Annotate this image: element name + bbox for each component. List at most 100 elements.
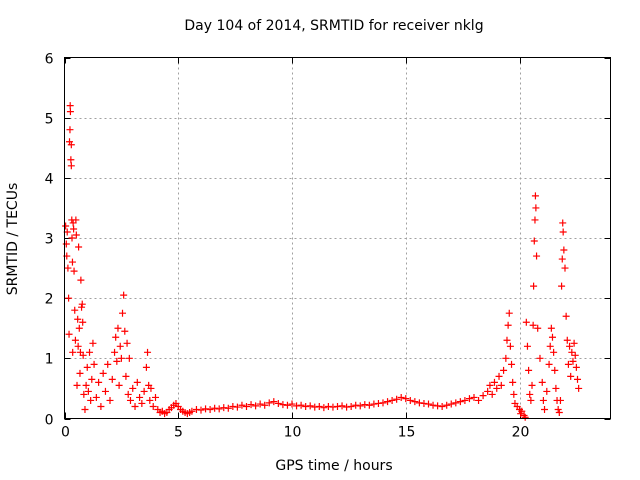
data-point [311,403,319,411]
data-point [106,396,114,404]
data-point [119,309,127,317]
data-point [406,396,414,404]
data-point [347,402,355,410]
data-point [554,405,562,413]
data-point [574,375,582,383]
data-point [78,300,86,308]
data-point [136,393,144,401]
data-point [88,375,96,383]
data-point [97,402,105,410]
data-point [83,363,91,371]
data-point [62,222,70,230]
data-point [252,402,260,410]
data-point [379,399,387,407]
data-point [550,348,558,356]
data-point [64,264,72,272]
data-point [500,366,508,374]
data-point [84,387,92,395]
data-point [523,342,531,350]
data-point [120,291,128,299]
x-tick-label: 0 [61,425,70,441]
data-point [279,401,287,409]
data-point [447,400,455,408]
data-point [484,387,492,395]
data-point [247,401,255,409]
data-point [545,360,553,368]
data-point [343,403,351,411]
data-point [75,243,83,251]
y-tick-label: 0 [45,413,54,429]
data-point [256,400,264,408]
data-point [72,216,80,224]
data-point [95,378,103,386]
data-point [548,333,556,341]
data-point [67,156,75,164]
data-point [397,393,405,401]
data-point [147,384,155,392]
data-point [113,357,121,365]
data-point [572,363,580,371]
data-point [560,246,568,254]
y-axis-label: SRMTID / TECUs [5,183,21,296]
data-point [229,402,237,410]
data-point [575,384,583,392]
data-point [352,401,360,409]
data-point [243,402,250,410]
data-point [108,375,116,383]
data-point [334,402,341,410]
data-point [70,267,78,275]
y-tick-label: 2 [45,292,54,308]
data-point [559,219,567,227]
data-point [77,276,85,284]
data-point [90,360,98,368]
data-point [274,399,282,407]
data-point [112,333,120,341]
data-point [536,354,544,362]
data-point [541,405,549,413]
data-point [224,404,232,412]
data-point [76,369,84,377]
data-point [525,366,533,374]
data-point [393,395,401,403]
data-point [561,264,569,272]
data-point [133,378,141,386]
data-point [67,141,75,149]
data-point [68,234,76,242]
data-point [142,363,150,371]
data-point [508,360,516,368]
data-point [306,402,314,410]
data-point [526,390,534,398]
data-point [146,396,154,404]
data-point [566,342,574,350]
data-point [338,402,346,410]
data-point [456,398,464,406]
data-point [233,403,241,411]
data-point [220,404,228,412]
data-point [532,204,540,212]
data-point [149,402,157,410]
data-point [324,402,332,410]
data-point [73,381,81,389]
data-point [65,294,73,302]
data-point [71,336,79,344]
data-point [123,339,131,347]
data-point [530,237,538,245]
data-point [86,348,94,356]
data-point [568,348,576,356]
data-point [529,321,537,329]
data-point [533,252,541,260]
data-point [475,396,483,404]
data-point [206,405,214,413]
data-point [80,390,88,398]
data-point [531,216,539,224]
data-point [567,372,575,380]
data-point [551,366,559,374]
data-point [152,393,159,401]
data-point [434,402,442,410]
data-point [571,351,579,359]
data-point [504,321,512,329]
data-point [538,378,546,386]
x-tick-label: 10 [284,425,302,441]
data-point [374,399,382,407]
data-point [116,342,124,350]
